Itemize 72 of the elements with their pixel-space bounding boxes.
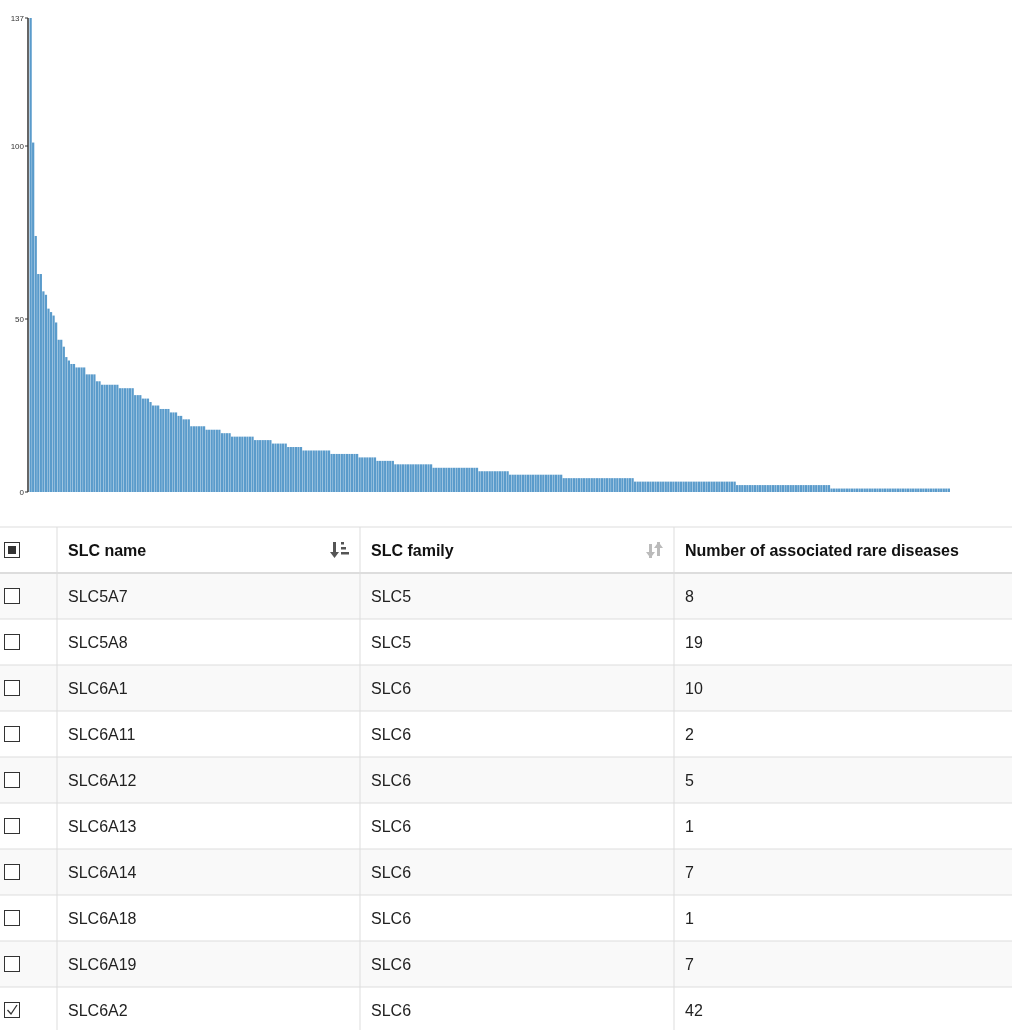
bar [371, 457, 374, 492]
category-label: SLC name [68, 541, 147, 559]
bar [575, 478, 578, 492]
bar [427, 464, 430, 492]
text: 7 [685, 863, 694, 881]
y-tick-label: 137 [10, 13, 25, 23]
category-label: SLC family [371, 541, 454, 559]
bar [304, 450, 308, 492]
bar [570, 478, 573, 492]
bar [327, 450, 331, 492]
text: SLC6A1 [68, 679, 128, 697]
bar [373, 457, 377, 492]
bar [562, 478, 565, 492]
bar [623, 478, 627, 492]
bar [322, 450, 326, 492]
bar [325, 450, 328, 492]
text: SLC6A14 [68, 863, 137, 881]
y-tick-label: 50 [15, 314, 25, 324]
text: SLC6A12 [68, 771, 137, 789]
bar [182, 419, 185, 492]
bar [603, 478, 606, 492]
bar [396, 464, 400, 492]
text: SLC6 [371, 679, 412, 697]
text: 19 [685, 633, 703, 651]
text: 5 [685, 771, 694, 789]
bar [394, 464, 397, 492]
text: SLC6 [371, 863, 412, 881]
bar [256, 440, 259, 492]
bar [307, 450, 310, 492]
text: SLC5A7 [68, 587, 128, 605]
text: 7 [685, 955, 694, 973]
bar [320, 450, 323, 492]
bar [600, 478, 604, 492]
text: 1 [685, 817, 694, 835]
bar [626, 478, 629, 492]
bar [580, 478, 583, 492]
text: SLC6 [371, 909, 412, 927]
bar [358, 457, 361, 492]
text: 42 [685, 1001, 703, 1019]
text: SLC6A11 [68, 725, 136, 743]
bar [401, 464, 405, 492]
bar [422, 464, 425, 492]
bar [621, 478, 624, 492]
text: 8 [685, 587, 694, 605]
bar [399, 464, 402, 492]
text: SLC6 [371, 1001, 412, 1019]
text: SLC5 [371, 587, 412, 605]
category-label: Number of associated rare diseases [685, 541, 960, 559]
bar [608, 478, 611, 492]
bar [628, 478, 632, 492]
text: 10 [685, 679, 703, 697]
text: SLC5A8 [68, 633, 128, 651]
text: 1 [685, 909, 694, 927]
text: 2 [685, 725, 694, 743]
text: SLC6 [371, 955, 412, 973]
bar [253, 440, 257, 492]
bar [577, 478, 581, 492]
y-tick-label: 100 [10, 141, 25, 151]
text: SLC6 [371, 771, 412, 789]
text: SLC6A2 [68, 1001, 128, 1019]
bar [605, 478, 609, 492]
text: SLC6 [371, 725, 412, 743]
bar [404, 464, 407, 492]
bar [572, 478, 576, 492]
text: SLC5 [371, 633, 412, 651]
text: SLC6A13 [68, 817, 137, 835]
bar [598, 478, 601, 492]
text: SLC6A19 [68, 955, 137, 973]
text: SLC6 [371, 817, 412, 835]
text: SLC6A18 [68, 909, 137, 927]
y-tick-label: 0 [19, 487, 25, 497]
bar [424, 464, 428, 492]
